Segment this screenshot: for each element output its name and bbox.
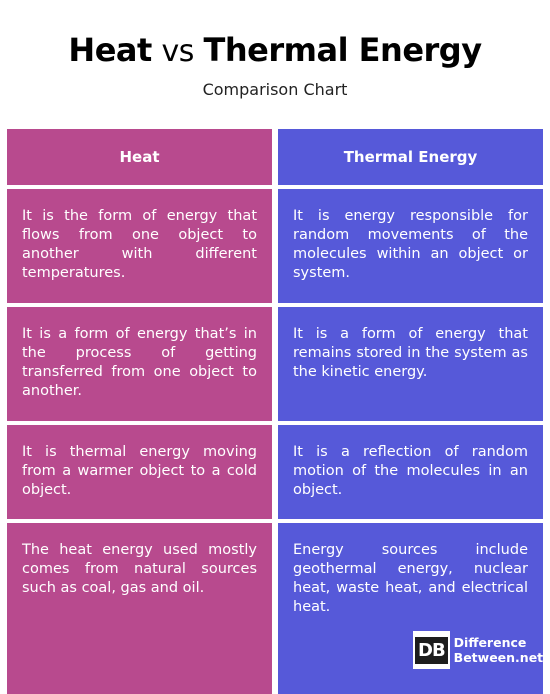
thermal-cell-4: Energy sources include geothermal energy… — [278, 523, 543, 694]
title-thermal-energy: Thermal Energy — [203, 31, 483, 69]
title-heat: Heat — [68, 31, 152, 69]
thermal-cell-2: It is a form of energy that remains stor… — [278, 307, 543, 421]
page-subtitle: Comparison Chart — [202, 80, 348, 99]
difference-between-logo: DB Difference Between.net — [413, 630, 543, 670]
column-header-heat: Heat — [7, 129, 272, 185]
logo-line-1: Difference — [453, 635, 527, 650]
logo-wordmark: Difference Between.net — [454, 635, 543, 665]
logo-line-2: Between.net — [453, 650, 544, 665]
db-logo-icon: DB — [413, 631, 450, 669]
logo-mark-text: DB — [415, 636, 448, 664]
title-vs: vs — [161, 34, 194, 69]
page-title: Heat vs Thermal Energy — [0, 30, 550, 72]
thermal-cell-1: It is energy responsible for random move… — [278, 189, 543, 303]
heat-cell-4: The heat energy used mostly comes from n… — [7, 523, 272, 694]
thermal-cell-3: It is a reflection of random motion of t… — [278, 425, 543, 519]
heat-cell-2: It is a form of energy that’s in the pro… — [7, 307, 272, 421]
heat-cell-3: It is thermal energy moving from a warme… — [7, 425, 272, 519]
column-header-thermal-energy: Thermal Energy — [278, 129, 543, 185]
heat-cell-1: It is the form of energy that flows from… — [7, 189, 272, 303]
